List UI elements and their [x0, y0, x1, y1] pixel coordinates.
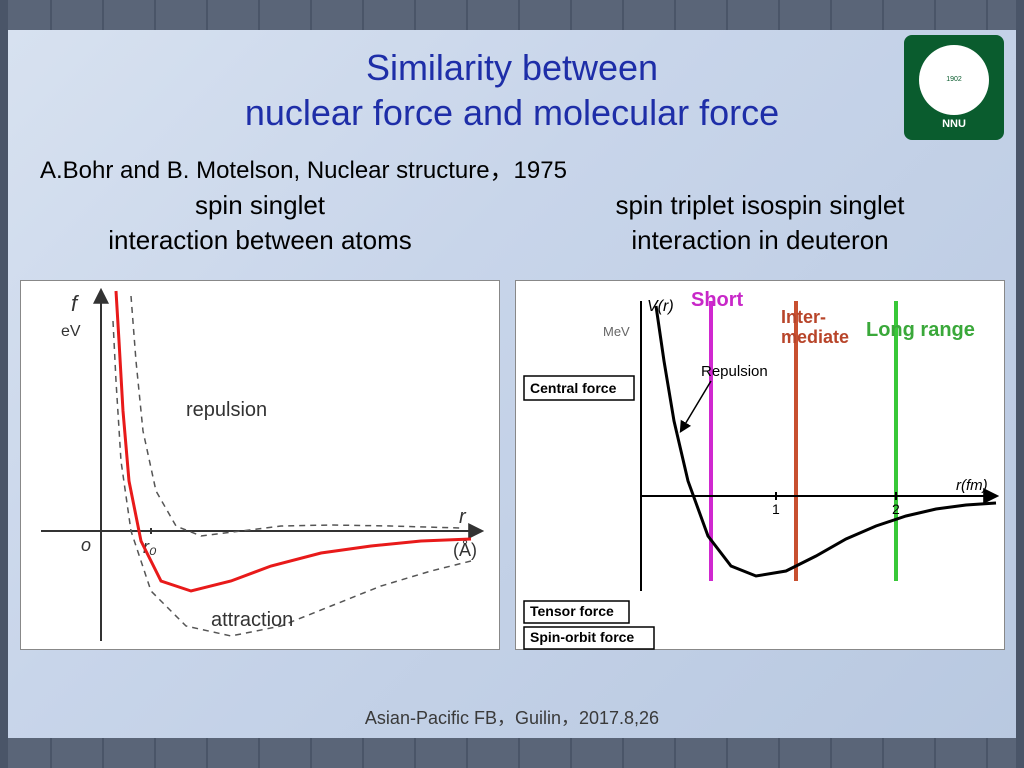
svg-text:Central force: Central force [530, 380, 617, 396]
right-column-heading: spin triplet isospin singlet interaction… [520, 188, 1000, 258]
slide-title: Similarity between nuclear force and mol… [0, 45, 1024, 135]
svg-text:MeV: MeV [603, 324, 630, 339]
citation-text: A.Bohr and B. Motelson, Nuclear structur… [40, 150, 567, 185]
svg-text:2: 2 [892, 501, 900, 517]
svg-text:repulsion: repulsion [186, 399, 267, 421]
svg-text:Inter-: Inter- [781, 307, 826, 327]
right-chart-nuclear-force: 1 2 V(r) MeV r(fm) Short Inter-mediate Long ran… [515, 280, 1005, 650]
svg-text:f: f [71, 291, 80, 316]
svg-text:mediate: mediate [781, 327, 849, 347]
svg-text:Repulsion: Repulsion [701, 363, 768, 380]
svg-text:(Å): (Å) [453, 540, 477, 560]
svg-text:eV: eV [61, 323, 81, 340]
footer-text: Asian-Pacific FB，Guilin，2017.8,26 [0, 704, 1024, 730]
svg-text:o: o [81, 535, 91, 555]
svg-text:V(r): V(r) [647, 298, 674, 315]
title-line2: nuclear force and molecular force [245, 92, 779, 133]
decorative-brick-bottom [0, 738, 1024, 768]
decorative-brick-top [0, 0, 1024, 30]
right-heading-1: spin triplet isospin singlet [615, 190, 904, 220]
svg-text:attraction: attraction [211, 609, 293, 631]
left-column-heading: spin singlet interaction between atoms [20, 188, 500, 258]
svg-text:r(fm): r(fm) [956, 477, 988, 494]
svg-text:r: r [459, 506, 467, 528]
svg-text:Spin-orbit force: Spin-orbit force [530, 629, 634, 645]
svg-text:1: 1 [772, 501, 780, 517]
left-heading-2: interaction between atoms [108, 225, 412, 255]
left-heading-1: spin singlet [195, 190, 325, 220]
right-heading-2: interaction in deuteron [631, 225, 888, 255]
svg-text:Short: Short [691, 289, 744, 311]
svg-text:Tensor force: Tensor force [530, 603, 614, 619]
svg-text:Long range: Long range [866, 319, 975, 341]
title-line1: Similarity between [366, 47, 658, 88]
left-chart-molecular-force: feVor₀r(Å)repulsionattraction [20, 280, 500, 650]
